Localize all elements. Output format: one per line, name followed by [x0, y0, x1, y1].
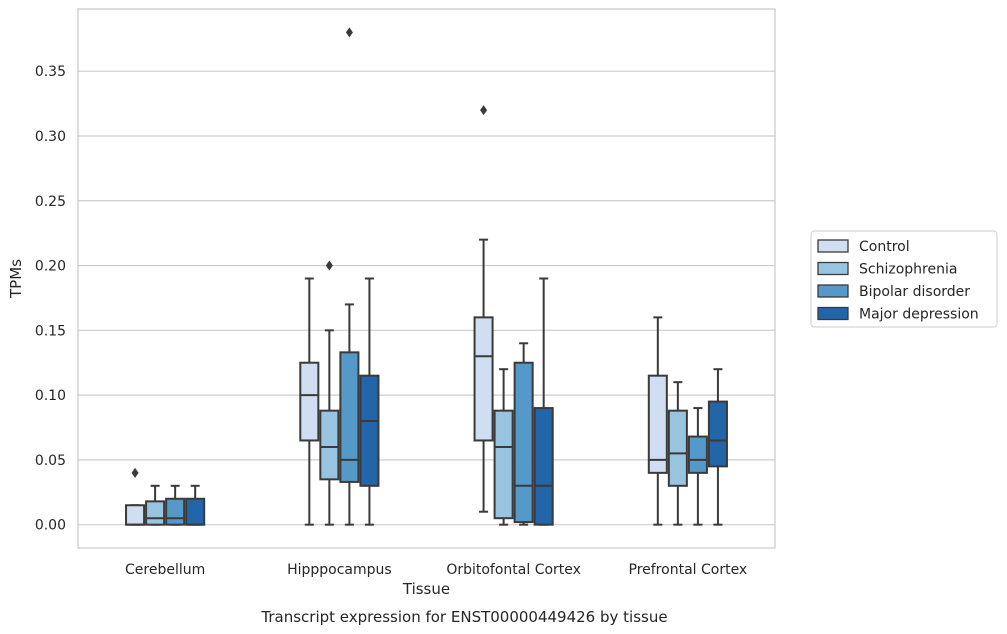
- legend-label: Schizophrenia: [859, 262, 957, 278]
- legend-frame: [810, 230, 998, 328]
- y-tick-label: 0.00: [35, 518, 66, 534]
- box-major-depression: [707, 368, 728, 526]
- box-iqr: [533, 407, 554, 526]
- outlier-marker: [325, 260, 333, 271]
- box-bipolar-disorder: [339, 27, 360, 526]
- box-bipolar-disorder: [165, 484, 186, 526]
- gridlines: [78, 70, 775, 526]
- box-iqr: [493, 409, 514, 520]
- box-control: [647, 316, 668, 526]
- box-iqr: [667, 409, 688, 487]
- y-axis-ticks: 0.00 0.05 0.10 0.15 0.20 0.25 0.30 0.35: [35, 64, 66, 533]
- box-iqr: [165, 497, 186, 526]
- outlier-marker: [345, 27, 353, 38]
- x-tick-label: Orbitofontal Cortex: [446, 562, 581, 578]
- box-schizophrenia: [319, 260, 340, 526]
- box-schizophrenia: [145, 484, 166, 526]
- box-iqr: [707, 400, 728, 468]
- outlier-marker: [480, 105, 488, 116]
- box-major-depression: [533, 277, 554, 526]
- chart-title: Transcript expression for ENST0000044942…: [260, 608, 667, 626]
- x-tick-label: Cerebellum: [125, 562, 205, 578]
- box-iqr: [299, 361, 320, 442]
- legend-swatch: [817, 239, 849, 253]
- legend-item: Major depression: [817, 306, 979, 323]
- legend: Control Schizophrenia Bipolar disorder Majo…: [810, 230, 998, 328]
- legend-item: Bipolar disorder: [817, 284, 970, 300]
- box-iqr: [339, 351, 360, 483]
- box-iqr: [145, 500, 166, 526]
- x-tick-label: Prefrontal Cortex: [629, 562, 748, 578]
- plot-frame: [77, 8, 776, 549]
- box-bipolar-disorder: [513, 342, 534, 526]
- legend-label: Control: [859, 239, 910, 255]
- y-axis-title: TPMs: [7, 259, 25, 299]
- y-tick-label: 0.10: [35, 388, 66, 404]
- box-iqr: [125, 504, 146, 526]
- boxes: [125, 27, 728, 526]
- outlier-marker: [131, 467, 139, 478]
- box-iqr: [319, 409, 340, 481]
- box-iqr: [473, 316, 494, 442]
- box-major-depression: [359, 277, 380, 526]
- x-axis-title: Tissue: [402, 580, 450, 598]
- box-iqr: [647, 374, 668, 474]
- x-axis-ticks: Cerebellum Hipppocampus Orbitofontal Corte…: [125, 562, 747, 578]
- box-iqr: [687, 435, 708, 474]
- box-schizophrenia: [667, 381, 688, 526]
- legend-swatch: [817, 261, 849, 276]
- legend-label: Major depression: [859, 307, 979, 323]
- box-schizophrenia: [493, 368, 514, 526]
- y-tick-label: 0.35: [35, 64, 66, 80]
- legend-label: Bipolar disorder: [859, 284, 970, 300]
- legend-item: Control: [817, 239, 910, 255]
- box-bipolar-disorder: [687, 407, 708, 526]
- box-iqr: [513, 361, 534, 524]
- legend-item: Schizophrenia: [817, 261, 957, 278]
- box-iqr: [359, 374, 380, 487]
- x-tick-label: Hipppocampus: [287, 562, 392, 578]
- box-control: [299, 277, 320, 526]
- legend-swatch: [817, 284, 849, 298]
- y-tick-label: 0.05: [35, 453, 66, 469]
- box-control: [473, 105, 494, 513]
- y-tick-label: 0.25: [35, 194, 66, 210]
- legend-swatch: [817, 306, 849, 321]
- box-major-depression: [185, 484, 206, 526]
- box-iqr: [185, 497, 206, 526]
- y-tick-label: 0.15: [35, 323, 66, 339]
- box-control: [125, 467, 146, 526]
- y-tick-label: 0.20: [35, 259, 66, 275]
- y-tick-label: 0.30: [35, 129, 66, 145]
